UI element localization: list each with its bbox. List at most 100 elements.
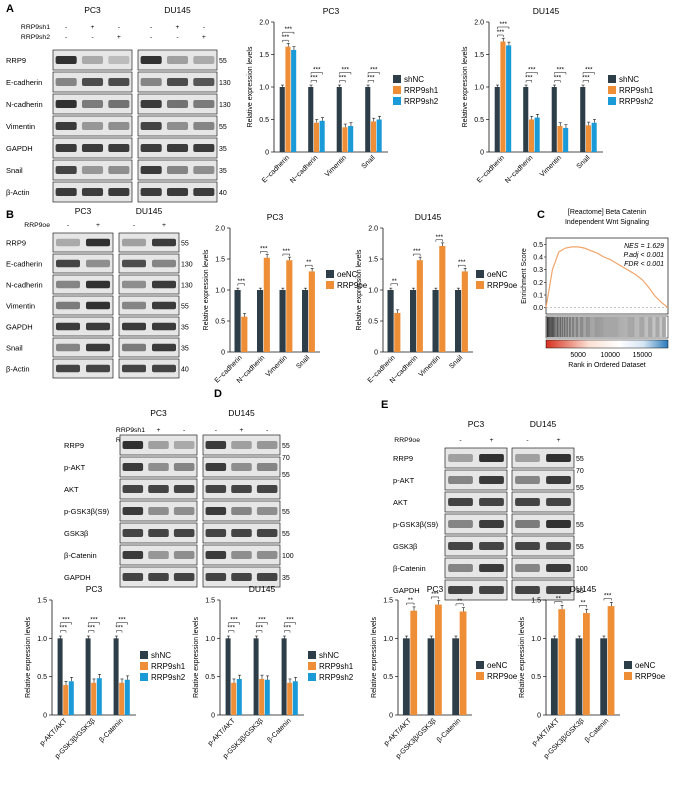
bar xyxy=(607,606,615,715)
legend-swatch xyxy=(308,662,316,670)
blot-band xyxy=(515,542,540,550)
bar xyxy=(263,257,270,352)
blot-band xyxy=(140,166,162,174)
x-tick-label: 5000 xyxy=(570,352,586,359)
blot-band xyxy=(108,78,130,86)
protein-label: β-Actin xyxy=(6,365,30,374)
y-tick-label: 0.5 xyxy=(474,117,484,124)
legend-swatch xyxy=(308,651,316,659)
blot-band xyxy=(173,463,195,471)
blot-membrane xyxy=(444,557,508,579)
y-tick-label: 1.0 xyxy=(474,85,484,92)
blot-band xyxy=(193,78,215,86)
chart-title: [Reactome] Beta Catenin xyxy=(568,209,646,216)
blot-band xyxy=(86,301,110,310)
significance-bracket xyxy=(431,596,439,599)
protein-label: AKT xyxy=(64,485,79,494)
legend-label: RRP9sh1 xyxy=(319,662,354,671)
plot-frame xyxy=(545,237,669,315)
blot-band xyxy=(205,507,227,515)
bar xyxy=(591,122,597,152)
blot-membrane xyxy=(444,447,508,469)
bar xyxy=(336,87,342,152)
significance-mark: ** xyxy=(306,259,312,266)
bar xyxy=(342,127,348,152)
y-tick-label: 0 xyxy=(211,713,215,720)
blot-band xyxy=(152,280,176,289)
molecular-weight: 70 xyxy=(576,468,584,475)
blot-membrane xyxy=(118,253,180,274)
y-tick-label: 2.0 xyxy=(474,20,484,27)
minus-sign: - xyxy=(526,437,528,444)
blot-band xyxy=(166,166,189,174)
plus-sign: + xyxy=(162,222,166,229)
chart-subtitle: Independent Wnt Signaling xyxy=(565,219,649,226)
significance-mark: ** xyxy=(392,278,398,285)
protein-label: GSK3β xyxy=(64,529,89,538)
significance-mark: *** xyxy=(528,67,536,74)
minus-sign: - xyxy=(203,24,205,31)
blot-membrane xyxy=(444,491,508,513)
panel-label-b: B xyxy=(6,209,14,221)
legend-swatch xyxy=(476,270,484,278)
legend-label: RRP9oe xyxy=(337,281,368,290)
legend-label: oeNC xyxy=(487,270,508,279)
significance-bracket xyxy=(116,622,128,625)
blot-band xyxy=(205,551,227,559)
y-tick-label: 0.5 xyxy=(383,674,393,681)
significance-bracket xyxy=(260,251,268,254)
significance-mark: *** xyxy=(585,67,593,74)
x-tick-label: Snail xyxy=(361,154,377,170)
protein-label: β-Catenin xyxy=(393,564,426,573)
significance-bracket xyxy=(88,630,95,633)
bar xyxy=(365,87,371,152)
significance-bracket xyxy=(284,630,291,633)
blot-membrane xyxy=(444,579,508,601)
y-tick-label: 1.5 xyxy=(474,52,484,59)
y-tick-label: 0 xyxy=(374,350,378,357)
blot-band xyxy=(122,364,146,373)
blot-band xyxy=(448,498,473,506)
y-tick-label: 0.5 xyxy=(531,674,541,681)
significance-bracket xyxy=(339,72,352,75)
molecular-weight: 55 xyxy=(576,522,584,529)
nes-annotation: NES = 1.629 xyxy=(624,243,664,250)
y-tick-label: 0.5 xyxy=(368,319,378,326)
blot-band xyxy=(173,441,195,449)
panel-label-a: A xyxy=(6,3,14,15)
legend-label: shNC xyxy=(404,75,424,84)
bar xyxy=(459,611,467,715)
panel-d-western-blot: PC3DU145RRP9sh1-+--+-RRP9sh2--+--+RRP955… xyxy=(64,408,294,588)
molecular-weight: 35 xyxy=(219,168,227,175)
blot-band xyxy=(546,542,571,550)
y-tick-label: 0.3 xyxy=(533,267,543,274)
blot-band xyxy=(122,485,144,493)
bar xyxy=(557,126,563,152)
chart-title: PC3 xyxy=(323,6,340,16)
bar xyxy=(461,271,468,352)
significance-mark: *** xyxy=(230,617,238,624)
x-tick-label: E−cadherin xyxy=(476,154,506,184)
legend-label: RRP9sh2 xyxy=(151,673,186,682)
blot-band xyxy=(152,343,176,352)
blot-band xyxy=(479,520,504,528)
bar xyxy=(580,87,586,152)
panel-b-western-blot: PC3 DU145 RRP9oe - + - + RRP9 55 E-cadherin 130 N-c… xyxy=(6,206,193,379)
y-tick-label: 0.5 xyxy=(37,674,47,681)
legend-swatch xyxy=(608,75,616,83)
blot-membrane xyxy=(511,491,575,513)
bar xyxy=(264,679,270,715)
protein-label: β-Actin xyxy=(6,188,30,197)
y-tick-label: 0 xyxy=(43,713,47,720)
significance-mark: *** xyxy=(115,625,123,632)
chart-title: PC3 xyxy=(267,212,284,222)
plus-sign: + xyxy=(91,24,95,31)
chart-title: DU145 xyxy=(249,584,276,594)
significance-bracket xyxy=(582,80,589,83)
legend-label: oeNC xyxy=(487,661,508,670)
significance-mark: *** xyxy=(556,67,564,74)
legend-swatch xyxy=(624,672,632,680)
blot-band xyxy=(108,100,130,108)
protein-label: p-AKT xyxy=(393,476,415,485)
bar xyxy=(523,87,529,152)
